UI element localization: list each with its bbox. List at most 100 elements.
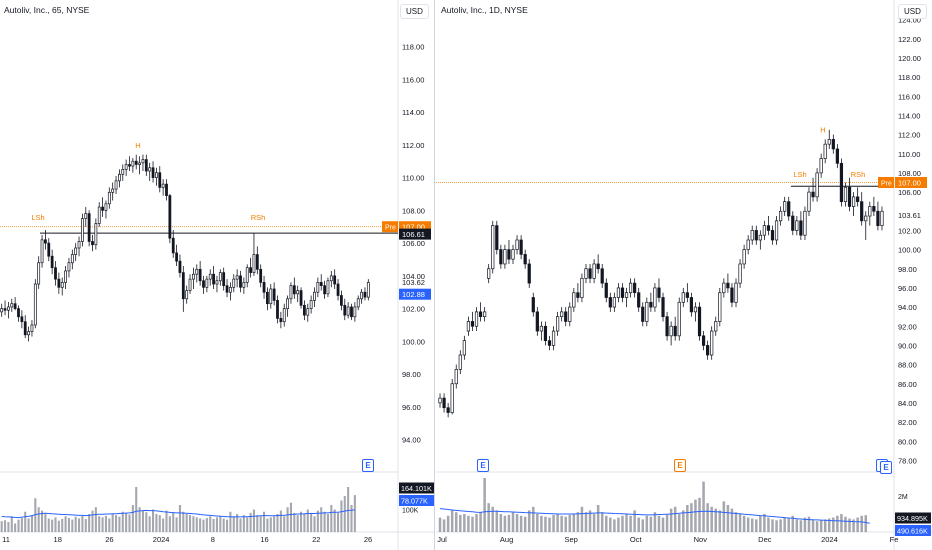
volume-bar bbox=[199, 518, 202, 532]
volume-bar bbox=[350, 505, 353, 532]
candle-body bbox=[262, 282, 266, 293]
chart-right-svg[interactable]: 124.00 122.00 120.00 118.00 116.00 114.00 112.… bbox=[436, 0, 932, 550]
price-tick-label: 114.00 bbox=[898, 111, 920, 120]
volume-bar bbox=[168, 516, 171, 532]
candle-body bbox=[366, 282, 370, 298]
candle-body bbox=[10, 303, 14, 308]
volume-bar bbox=[722, 501, 726, 532]
candle-body bbox=[155, 172, 158, 178]
candle-body bbox=[272, 288, 276, 301]
volume-bar bbox=[61, 518, 64, 532]
price-tick-label: 92.00 bbox=[898, 322, 917, 331]
candle-body bbox=[608, 297, 612, 308]
earnings-icon[interactable]: E bbox=[477, 459, 489, 472]
volume-bar bbox=[491, 506, 494, 532]
currency-button-right[interactable]: USD bbox=[898, 4, 927, 19]
candle-body bbox=[787, 201, 791, 217]
candle-body bbox=[118, 173, 121, 182]
candle-body bbox=[645, 301, 649, 322]
candle-body bbox=[474, 311, 479, 327]
volume-bar bbox=[544, 516, 547, 532]
volume-bar bbox=[832, 517, 835, 532]
price-tick-label: 120.00 bbox=[898, 54, 921, 63]
volume-bar bbox=[463, 514, 466, 532]
volume-bar bbox=[600, 512, 604, 532]
volume-bar bbox=[162, 518, 165, 532]
volume-bar bbox=[313, 516, 316, 532]
candle-body bbox=[547, 340, 552, 346]
candle-body bbox=[151, 167, 155, 178]
candle-body bbox=[722, 282, 726, 294]
candle-body bbox=[319, 282, 323, 287]
candle-body bbox=[539, 325, 543, 332]
volume-bar bbox=[479, 512, 482, 532]
volume-bar bbox=[195, 517, 198, 532]
chart-panel-65min[interactable]: 118.00 116.00 114.00 112.00 110.00 108.00 106.… bbox=[0, 0, 435, 550]
volume-bar bbox=[475, 514, 478, 532]
price-tick-label: 78.00 bbox=[898, 456, 917, 465]
volume-bar bbox=[852, 519, 855, 532]
candle-body bbox=[360, 291, 363, 300]
price-tick-label: 106.00 bbox=[402, 239, 425, 248]
volume-bar bbox=[742, 515, 746, 532]
candle-body bbox=[527, 263, 531, 284]
volume-bar bbox=[633, 510, 636, 532]
volume-bar bbox=[343, 496, 346, 532]
candle-body bbox=[584, 268, 588, 279]
candle-body bbox=[255, 254, 259, 270]
volume-bar bbox=[84, 518, 87, 532]
volume-bar bbox=[613, 519, 616, 532]
earnings-icon[interactable]: E bbox=[362, 459, 374, 472]
candle-body bbox=[588, 268, 592, 279]
earnings-icon-upcoming[interactable]: E bbox=[674, 459, 686, 472]
candle-body bbox=[795, 220, 799, 231]
candle-body bbox=[470, 321, 475, 327]
candle-body bbox=[839, 162, 844, 203]
candle-body bbox=[628, 282, 633, 294]
candle-body bbox=[604, 282, 608, 298]
volume-bar bbox=[293, 512, 296, 532]
volume-bar bbox=[767, 517, 770, 532]
pattern-label-head: H bbox=[135, 141, 140, 150]
candle-body bbox=[309, 300, 313, 309]
candle-body bbox=[746, 239, 750, 250]
candle-body bbox=[77, 241, 81, 249]
neckline-price-badge: 106.61 bbox=[402, 230, 425, 239]
candle-body bbox=[507, 249, 511, 260]
volume-bar bbox=[266, 518, 269, 532]
volume-bar bbox=[450, 510, 454, 532]
neckline-price-badge-bg bbox=[399, 228, 431, 240]
candle-body bbox=[665, 316, 669, 337]
candle-body bbox=[738, 263, 742, 284]
candle-body bbox=[296, 290, 300, 295]
volume-bar bbox=[641, 519, 645, 532]
candle-body bbox=[827, 139, 831, 145]
candle-body bbox=[714, 321, 718, 332]
candle-body bbox=[225, 285, 229, 293]
earnings-icon[interactable]: E bbox=[880, 461, 892, 474]
volume-bar bbox=[568, 514, 572, 532]
candle-body bbox=[54, 267, 57, 280]
volume-bar bbox=[572, 514, 576, 532]
price-tick-label: 90.00 bbox=[898, 341, 917, 350]
volume-bar bbox=[242, 515, 245, 532]
currency-button-left[interactable]: USD bbox=[400, 4, 429, 19]
volume-bar bbox=[222, 518, 225, 532]
chart-panel-daily[interactable]: 124.00 122.00 120.00 118.00 116.00 114.00 112.… bbox=[436, 0, 932, 550]
candle-body bbox=[657, 287, 661, 298]
chart-left-svg[interactable]: 118.00 116.00 114.00 112.00 110.00 108.00 106.… bbox=[0, 0, 434, 550]
candle-body bbox=[710, 330, 714, 356]
candle-body bbox=[880, 210, 884, 226]
chart-title-left: Autoliv, Inc., 65, NYSE bbox=[4, 5, 90, 15]
volume-ma-badge: 490.616K bbox=[897, 527, 928, 536]
price-tick-label: 118.00 bbox=[402, 43, 424, 52]
volume-bar bbox=[205, 518, 208, 532]
volume-bar bbox=[629, 515, 632, 532]
volume-bar bbox=[121, 511, 124, 532]
volume-bar bbox=[141, 510, 144, 532]
candle-body bbox=[641, 306, 645, 322]
candle-body bbox=[131, 160, 135, 167]
candle-body bbox=[685, 292, 689, 298]
candle-body bbox=[572, 292, 576, 308]
volume-bar bbox=[289, 502, 292, 532]
